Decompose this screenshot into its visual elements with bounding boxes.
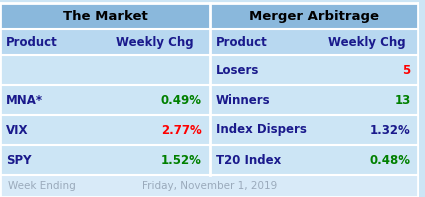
Text: 1.52%: 1.52% [161, 153, 202, 166]
Bar [210, 3, 419, 29]
Text: 2.77%: 2.77% [161, 124, 202, 137]
Text: 5: 5 [402, 63, 411, 76]
Bar [0, 3, 210, 29]
Bar [210, 145, 419, 175]
Text: Product: Product [216, 35, 267, 48]
Text: MNA*: MNA* [6, 94, 43, 107]
Bar [0, 145, 210, 175]
Text: 0.49%: 0.49% [161, 94, 202, 107]
Text: 0.48%: 0.48% [370, 153, 411, 166]
Bar [210, 85, 419, 115]
Text: Losers: Losers [216, 63, 259, 76]
Bar [0, 115, 210, 145]
Text: Weekly Chg: Weekly Chg [116, 35, 194, 48]
Text: Merger Arbitrage: Merger Arbitrage [249, 9, 379, 22]
Bar [210, 29, 419, 55]
Text: The Market: The Market [62, 9, 147, 22]
Bar [210, 115, 419, 145]
Text: Friday, November 1, 2019: Friday, November 1, 2019 [142, 181, 277, 191]
Text: Product: Product [6, 35, 58, 48]
Text: Winners: Winners [216, 94, 270, 107]
Text: 13: 13 [394, 94, 411, 107]
Bar [210, 55, 419, 85]
Bar [0, 175, 419, 197]
Text: 1.32%: 1.32% [370, 124, 411, 137]
Text: Weekly Chg: Weekly Chg [328, 35, 406, 48]
Text: SPY: SPY [6, 153, 31, 166]
Bar [0, 29, 210, 55]
Text: Week Ending: Week Ending [8, 181, 76, 191]
Bar [0, 85, 210, 115]
Text: VIX: VIX [6, 124, 28, 137]
Text: T20 Index: T20 Index [216, 153, 281, 166]
Text: Index Dispers: Index Dispers [216, 124, 306, 137]
Bar [0, 55, 210, 85]
